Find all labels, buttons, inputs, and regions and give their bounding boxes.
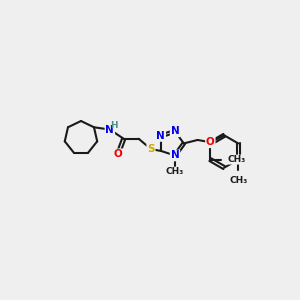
Text: N: N: [171, 126, 179, 136]
Text: N: N: [156, 131, 165, 141]
Text: CH₃: CH₃: [229, 176, 247, 185]
Text: N: N: [106, 124, 114, 135]
Text: O: O: [114, 149, 122, 159]
Text: O: O: [206, 137, 215, 147]
Text: H: H: [110, 121, 118, 130]
Text: S: S: [147, 144, 155, 154]
Text: CH₃: CH₃: [227, 155, 245, 164]
Text: CH₃: CH₃: [166, 167, 184, 176]
Text: N: N: [171, 151, 179, 160]
